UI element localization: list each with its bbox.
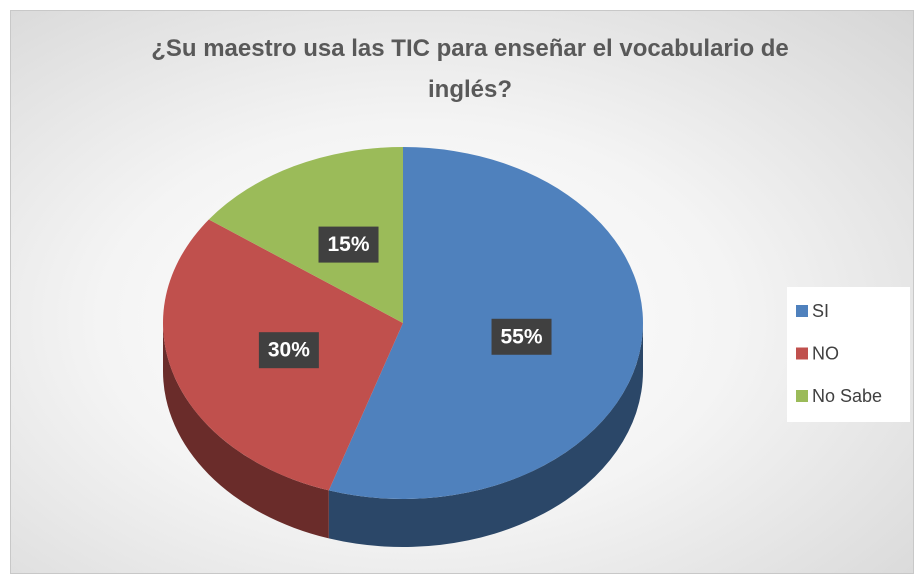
data-label: 55% — [501, 325, 543, 348]
legend-label: No Sabe — [812, 386, 882, 406]
pie-slice — [328, 147, 643, 499]
data-label: 30% — [268, 339, 310, 362]
data-label-box — [318, 226, 379, 263]
legend-swatch — [796, 305, 808, 317]
data-label: 15% — [328, 233, 370, 256]
legend-label: NO — [812, 343, 839, 363]
legend-label: SI — [812, 301, 829, 321]
data-label-box — [258, 332, 319, 369]
pie-side — [328, 323, 643, 547]
legend-swatch — [796, 390, 808, 402]
data-label-box — [491, 318, 552, 355]
chart-title: ¿Su maestro usa las TIC para enseñar el … — [151, 35, 789, 103]
legend-swatch — [796, 347, 808, 360]
pie-side — [163, 323, 329, 539]
pie-slice — [208, 147, 403, 323]
